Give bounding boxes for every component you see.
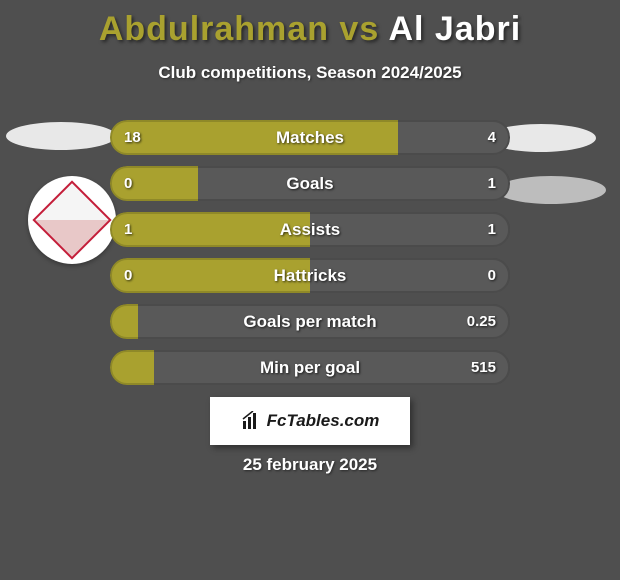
stat-value-right: 4 — [488, 120, 496, 155]
stat-bar-left — [110, 350, 154, 385]
chart-icon — [241, 411, 261, 431]
page-title: Abdulrahman vs Al Jabri — [0, 0, 620, 49]
team-badge-icon — [32, 180, 111, 259]
stat-value-left: 0 — [124, 166, 132, 201]
fctables-label: FcTables.com — [267, 411, 380, 431]
stat-value-left: 1 — [124, 212, 132, 247]
stat-bar-right — [310, 212, 510, 247]
stat-bar-bg — [110, 120, 510, 155]
stat-bar-left — [110, 120, 398, 155]
stat-bar-bg — [110, 258, 510, 293]
team-badge — [28, 176, 116, 264]
stat-bar-right — [198, 166, 510, 201]
stat-value-right: 515 — [471, 350, 496, 385]
stat-bar-right — [310, 258, 510, 293]
stat-row: Assists11 — [110, 212, 510, 247]
stat-row: Matches184 — [110, 120, 510, 155]
stat-bar-left — [110, 304, 138, 339]
stat-row: Goals per match0.25 — [110, 304, 510, 339]
stats-bars: Matches184Goals01Assists11Hattricks00Goa… — [110, 120, 510, 396]
stat-row: Hattricks00 — [110, 258, 510, 293]
player1-name: Abdulrahman — [99, 10, 329, 48]
stat-bar-left — [110, 258, 310, 293]
stat-bar-bg — [110, 304, 510, 339]
stat-row: Goals01 — [110, 166, 510, 201]
stat-value-left: 0 — [124, 258, 132, 293]
stat-value-right: 1 — [488, 212, 496, 247]
stat-value-right: 1 — [488, 166, 496, 201]
subtitle: Club competitions, Season 2024/2025 — [0, 63, 620, 83]
stat-bar-right — [138, 304, 510, 339]
stat-bar-left — [110, 212, 310, 247]
stat-bar-bg — [110, 212, 510, 247]
stat-bar-bg — [110, 166, 510, 201]
title-vs: vs — [339, 10, 388, 48]
stat-bar-bg — [110, 350, 510, 385]
stat-value-left: 18 — [124, 120, 141, 155]
stat-bar-right — [154, 350, 510, 385]
side-ellipse — [6, 122, 116, 150]
stat-row: Min per goal515 — [110, 350, 510, 385]
stat-value-right: 0 — [488, 258, 496, 293]
fctables-badge: FcTables.com — [210, 397, 410, 445]
date-label: 25 february 2025 — [0, 455, 620, 475]
side-ellipse — [496, 176, 606, 204]
stat-value-right: 0.25 — [467, 304, 496, 339]
player2-name: Al Jabri — [388, 10, 521, 48]
